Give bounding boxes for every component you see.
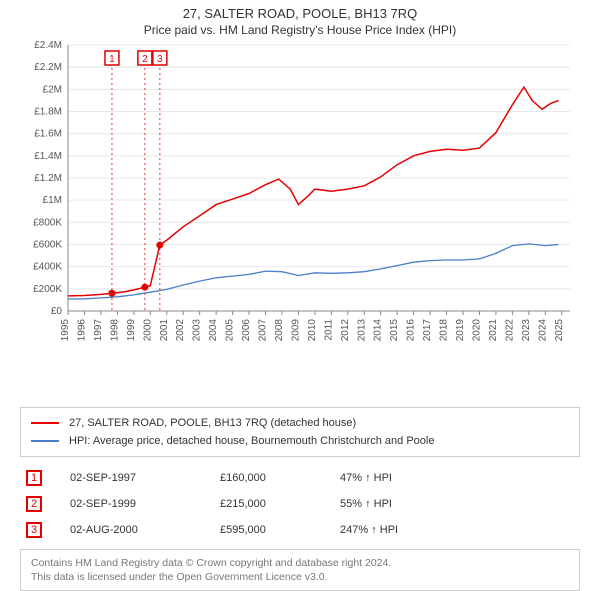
page-title: 27, SALTER ROAD, POOLE, BH13 7RQ [0,0,600,21]
svg-text:2015: 2015 [389,319,400,342]
sale-pct: 247% ↑ HPI [340,524,440,536]
svg-text:£2M: £2M [43,84,62,95]
svg-text:1997: 1997 [93,319,104,342]
sale-marker-icon: 3 [26,522,42,538]
svg-text:1: 1 [109,54,115,65]
legend-label: 27, SALTER ROAD, POOLE, BH13 7RQ (detach… [69,417,356,429]
svg-text:2011: 2011 [323,319,334,341]
svg-text:2023: 2023 [521,319,532,342]
svg-text:2021: 2021 [488,319,499,342]
sale-pct: 47% ↑ HPI [340,472,440,484]
price-chart: £0 £200K £400K £600K £800K £1M £1.2M £1.4M £1.6M… [20,41,580,361]
sale-date: 02-SEP-1997 [70,472,220,484]
svg-text:2018: 2018 [439,319,450,342]
svg-text:£1M: £1M [43,195,62,206]
svg-text:2010: 2010 [307,319,318,342]
table-row: 3 02-AUG-2000 £595,000 247% ↑ HPI [26,517,580,543]
svg-text:2008: 2008 [274,319,285,342]
svg-text:2: 2 [142,54,148,65]
svg-text:£600K: £600K [33,240,62,251]
legend-row: 27, SALTER ROAD, POOLE, BH13 7RQ (detach… [31,414,569,432]
svg-text:2002: 2002 [175,319,186,342]
svg-text:£800K: £800K [33,217,62,228]
legend-swatch-hpi [31,440,59,442]
svg-text:1999: 1999 [126,319,137,342]
svg-text:2009: 2009 [290,319,301,342]
table-row: 1 02-SEP-1997 £160,000 47% ↑ HPI [26,465,580,491]
svg-text:2013: 2013 [356,319,367,342]
footer-line: This data is licensed under the Open Gov… [31,570,569,584]
data-attribution: Contains HM Land Registry data © Crown c… [20,549,580,591]
svg-text:2016: 2016 [406,319,417,342]
svg-text:2007: 2007 [258,319,269,342]
sale-date: 02-SEP-1999 [70,498,220,510]
svg-text:£400K: £400K [33,262,62,273]
svg-text:1996: 1996 [76,319,87,342]
svg-text:£1.6M: £1.6M [34,129,62,140]
svg-text:£1.8M: £1.8M [34,107,62,118]
legend-swatch-property [31,422,59,424]
svg-text:£0: £0 [51,306,63,317]
svg-text:3: 3 [157,54,163,65]
svg-text:2024: 2024 [537,319,548,342]
sales-table: 1 02-SEP-1997 £160,000 47% ↑ HPI 2 02-SE… [26,465,580,543]
sale-price: £595,000 [220,524,340,536]
svg-text:2005: 2005 [225,319,236,342]
svg-text:2017: 2017 [422,319,433,342]
svg-text:2001: 2001 [159,319,170,342]
sale-marker-icon: 2 [26,496,42,512]
svg-text:£1.4M: £1.4M [34,151,62,162]
legend-label: HPI: Average price, detached house, Bour… [69,435,434,447]
sale-marker-icon: 1 [26,470,42,486]
svg-text:2014: 2014 [373,319,384,342]
svg-text:2000: 2000 [142,319,153,342]
sale-price: £160,000 [220,472,340,484]
page-subtitle: Price paid vs. HM Land Registry's House … [0,21,600,41]
chart-svg: £0 £200K £400K £600K £800K £1M £1.2M £1.4M £1.6M… [20,41,580,361]
svg-text:2025: 2025 [554,319,565,342]
legend: 27, SALTER ROAD, POOLE, BH13 7RQ (detach… [20,407,580,457]
table-row: 2 02-SEP-1999 £215,000 55% ↑ HPI [26,491,580,517]
svg-text:2004: 2004 [208,319,219,342]
svg-text:£1.2M: £1.2M [34,173,62,184]
svg-text:£2.4M: £2.4M [34,41,62,51]
svg-text:1998: 1998 [109,319,120,342]
svg-text:£2.2M: £2.2M [34,62,62,73]
footer-line: Contains HM Land Registry data © Crown c… [31,556,569,570]
svg-text:2003: 2003 [192,319,203,342]
sale-price: £215,000 [220,498,340,510]
svg-text:2012: 2012 [340,319,351,342]
sale-pct: 55% ↑ HPI [340,498,440,510]
svg-text:2006: 2006 [241,319,252,342]
svg-text:2020: 2020 [471,319,482,342]
sale-date: 02-AUG-2000 [70,524,220,536]
svg-text:2019: 2019 [455,319,466,342]
svg-text:2022: 2022 [504,319,515,342]
svg-text:1995: 1995 [60,319,71,342]
legend-row: HPI: Average price, detached house, Bour… [31,432,569,450]
svg-text:£200K: £200K [33,284,62,295]
